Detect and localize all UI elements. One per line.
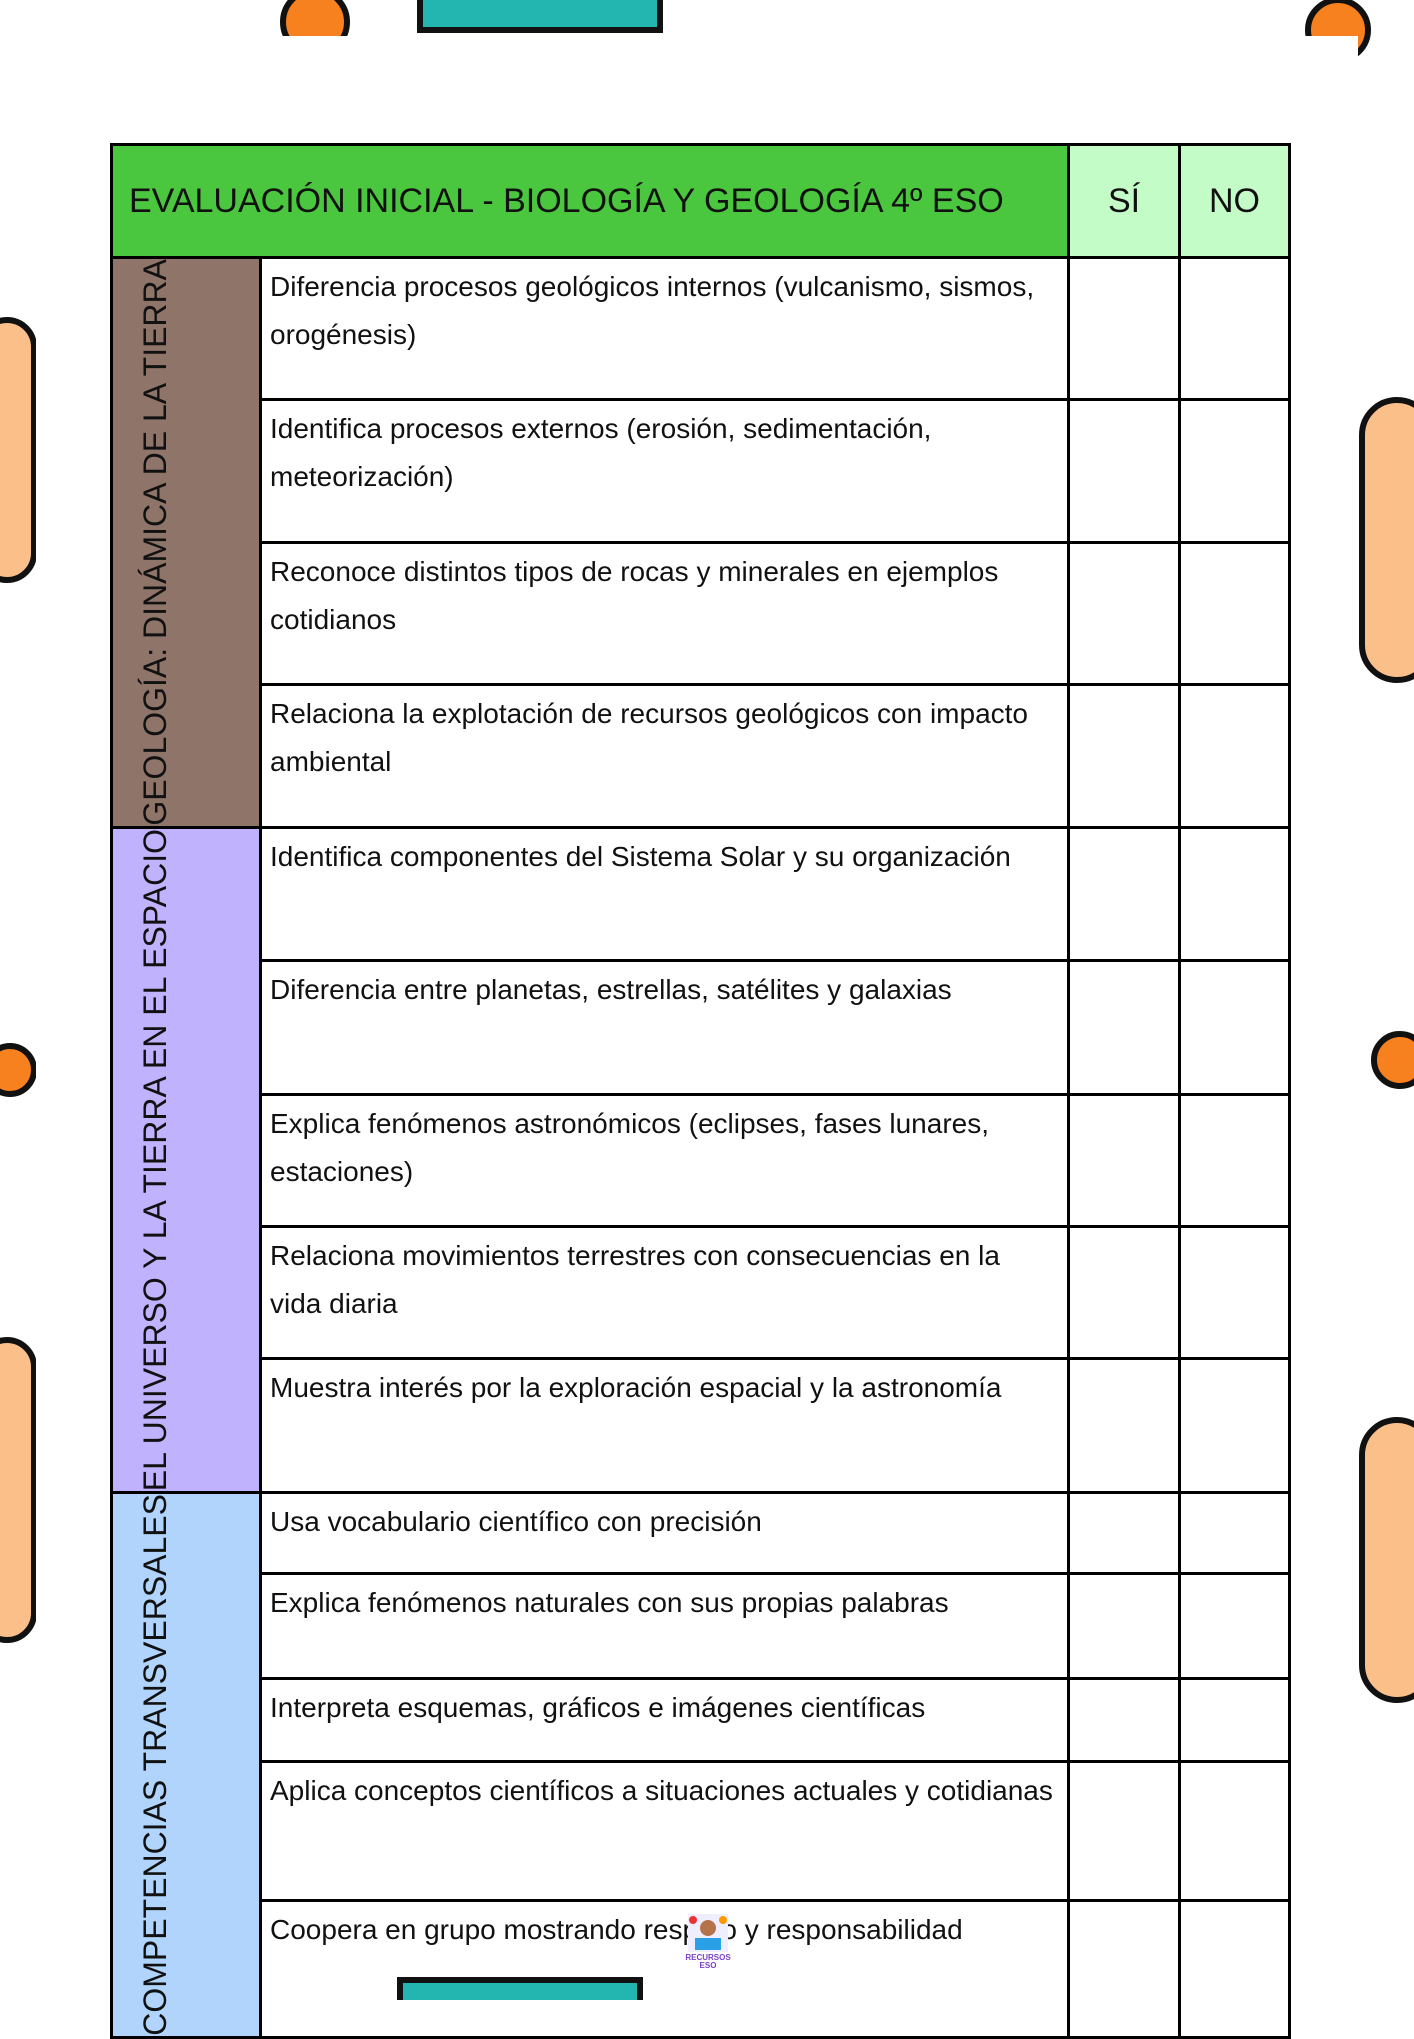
- section-label-text: GEOLOGÍA: DINÁMICA DE LA TIERRA: [137, 259, 173, 826]
- no-checkbox-cell[interactable]: [1178, 1677, 1291, 1763]
- criterion-text: Explica fenómenos naturales con sus prop…: [259, 1571, 1070, 1681]
- table-row: Explica fenómenos astronómicos (eclipses…: [112, 1093, 1291, 1228]
- svg-text:ESO: ESO: [700, 1961, 717, 1970]
- table-row: Explica fenómenos naturales con sus prop…: [112, 1571, 1291, 1681]
- criterion-text: Explica fenómenos astronómicos (eclipses…: [259, 1093, 1070, 1228]
- table-row: Muestra interés por la exploración espac…: [112, 1357, 1291, 1494]
- no-checkbox-cell[interactable]: [1178, 540, 1291, 687]
- yes-column-header: SÍ: [1067, 143, 1181, 259]
- recursos-eso-logo: RECURSOS ESO: [685, 1914, 731, 1970]
- table-row: Relaciona la explotación de recursos geo…: [112, 683, 1291, 829]
- yes-checkbox-cell[interactable]: [1067, 1490, 1181, 1575]
- section-label-text: EL UNIVERSO Y LA TIERRA EN EL ESPACIO: [137, 828, 173, 1491]
- table-row: Diferencia entre planetas, estrellas, sa…: [112, 959, 1291, 1097]
- yes-checkbox-cell[interactable]: [1067, 1759, 1181, 1902]
- yes-checkbox-cell[interactable]: [1067, 540, 1181, 687]
- table-row: COMPETENCIAS TRANSVERSALES Usa vocabulari…: [110, 1490, 1291, 2039]
- criterion-text: Diferencia procesos geológicos internos …: [259, 255, 1070, 402]
- yes-checkbox-cell[interactable]: [1067, 1898, 1181, 2039]
- criterion-text: Muestra interés por la exploración espac…: [259, 1357, 1070, 1494]
- no-column-header: NO: [1178, 143, 1291, 259]
- section-label-universo: EL UNIVERSO Y LA TIERRA EN EL ESPACIO: [110, 825, 262, 1494]
- yes-checkbox-cell[interactable]: [1067, 398, 1181, 544]
- criterion-text: Diferencia entre planetas, estrellas, sa…: [259, 959, 1070, 1097]
- no-checkbox-cell[interactable]: [1178, 1898, 1291, 2039]
- no-checkbox-cell[interactable]: [1178, 255, 1291, 402]
- table-row: Reconoce distintos tipos de rocas y mine…: [112, 540, 1291, 687]
- no-checkbox-cell[interactable]: [1178, 1490, 1291, 1575]
- no-checkbox-cell[interactable]: [1178, 825, 1291, 963]
- no-checkbox-cell[interactable]: [1178, 1224, 1291, 1361]
- criterion-text: Interpreta esquemas, gráficos e imágenes…: [259, 1677, 1070, 1763]
- table-row: Relaciona movimientos terrestres con con…: [112, 1224, 1291, 1361]
- no-checkbox-cell[interactable]: [1178, 398, 1291, 544]
- section-label-text: COMPETENCIAS TRANSVERSALES: [137, 1493, 173, 2036]
- criterion-text: Aplica conceptos científicos a situacion…: [259, 1759, 1070, 1902]
- criterion-text: Reconoce distintos tipos de rocas y mine…: [259, 540, 1070, 687]
- yes-checkbox-cell[interactable]: [1067, 959, 1181, 1097]
- no-checkbox-cell[interactable]: [1178, 1571, 1291, 1681]
- criterion-text: Identifica componentes del Sistema Solar…: [259, 825, 1070, 963]
- criterion-text: Relaciona la explotación de recursos geo…: [259, 683, 1070, 829]
- table-row: Interpreta esquemas, gráficos e imágenes…: [112, 1677, 1291, 1763]
- no-checkbox-cell[interactable]: [1178, 1357, 1291, 1494]
- yes-checkbox-cell[interactable]: [1067, 255, 1181, 402]
- criterion-text: Usa vocabulario científico con precisión: [259, 1490, 1070, 1575]
- yes-checkbox-cell[interactable]: [1067, 825, 1181, 963]
- section-label-competencias: COMPETENCIAS TRANSVERSALES: [110, 1490, 262, 2039]
- yes-checkbox-cell[interactable]: [1067, 1677, 1181, 1763]
- table-title: EVALUACIÓN INICIAL - BIOLOGÍA Y GEOLOGÍA…: [110, 143, 1070, 259]
- table-row: Identifica procesos externos (erosión, s…: [112, 398, 1291, 544]
- table-row: EL UNIVERSO Y LA TIERRA EN EL ESPACIO Ide…: [110, 825, 1291, 1494]
- no-checkbox-cell[interactable]: [1178, 959, 1291, 1097]
- criterion-text: Relaciona movimientos terrestres con con…: [259, 1224, 1070, 1361]
- no-checkbox-cell[interactable]: [1178, 1759, 1291, 1902]
- yes-checkbox-cell[interactable]: [1067, 1357, 1181, 1494]
- no-checkbox-cell[interactable]: [1178, 1093, 1291, 1228]
- yes-checkbox-cell[interactable]: [1067, 1571, 1181, 1681]
- table-row: Aplica conceptos científicos a situacion…: [112, 1759, 1291, 1902]
- yes-checkbox-cell[interactable]: [1067, 683, 1181, 829]
- table-row: GEOLOGÍA: DINÁMICA DE LA TIERRA Diferenci…: [110, 255, 1291, 829]
- section-label-geologia: GEOLOGÍA: DINÁMICA DE LA TIERRA: [110, 256, 262, 829]
- yes-checkbox-cell[interactable]: [1067, 1093, 1181, 1228]
- criterion-text: Coopera en grupo mostrando respeto y res…: [259, 1898, 1070, 2039]
- yes-checkbox-cell[interactable]: [1067, 1224, 1181, 1361]
- criterion-text: Identifica procesos externos (erosión, s…: [259, 398, 1070, 544]
- evaluation-table: EVALUACIÓN INICIAL - BIOLOGÍA Y GEOLOGÍA…: [110, 143, 1291, 2039]
- svg-text:RECURSOS: RECURSOS: [685, 1953, 731, 1962]
- no-checkbox-cell[interactable]: [1178, 683, 1291, 829]
